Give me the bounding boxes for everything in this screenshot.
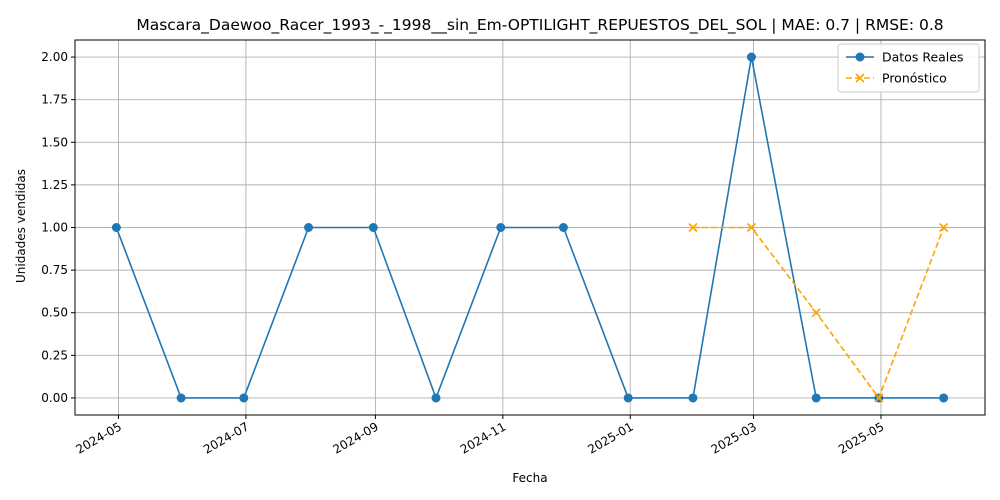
x-tick-label: 2024-07 [201,419,251,456]
y-tick-label: 2.00 [41,50,68,64]
data-point [939,222,949,233]
legend-label: Datos Reales [882,50,963,65]
data-point [304,223,314,232]
legend-marker [855,73,865,83]
data-point [688,222,698,233]
x-tick-label: 2024-09 [330,419,380,456]
legend-label: Pronóstico [882,71,947,86]
series-layer [111,52,949,403]
y-tick-label: 0.50 [41,306,68,320]
legend-box [837,43,980,93]
series-line [115,56,944,401]
x-tick-label: 2025-03 [709,419,759,456]
data-point [939,393,949,403]
data-point [176,393,186,403]
data-point [874,393,884,403]
legend-entry: Pronóstico [846,71,947,86]
x-tick-label: 2024-11 [458,419,508,456]
y-tick-label: 1.75 [41,93,68,107]
data-point [239,393,249,403]
data-point [558,223,568,232]
chart-title: Mascara_Daewoo_Racer_1993_-_1998__sin_Em… [136,16,943,35]
data-point [111,223,121,232]
x-axis-label: Fecha [512,471,547,485]
axis-ticks: 0.00 0.25 0.50 0.75 1.00 1.25 1.50 1.75 2.00 2024… [41,50,886,457]
y-tick-label: 1.00 [41,221,68,235]
data-point [746,52,756,62]
legend-marker [855,52,865,62]
x-tick-label: 2024-05 [74,419,124,456]
legend-entry: Datos Reales [846,50,963,65]
data-point [811,308,821,318]
data-point [431,393,441,403]
y-tick-label: 0.25 [41,348,68,362]
series-forecast [688,222,949,403]
y-tick-label: 0.00 [41,391,68,405]
y-axis-label: Unidades vendidas [14,169,28,283]
x-tick-label: 2025-01 [585,419,635,456]
data-point [623,393,633,403]
y-tick-label: 0.75 [41,263,68,277]
series-actual [111,52,949,403]
data-point [496,223,506,232]
data-point [746,222,757,233]
y-tick-label: 1.25 [41,178,68,192]
data-point [811,393,821,403]
plot-frame [74,39,986,416]
y-tick-label: 1.50 [41,135,68,149]
data-point [688,393,698,403]
data-point [368,223,378,232]
legend: Datos Reales Pronóstico [837,43,980,93]
x-tick-label: 2025-05 [836,419,886,456]
